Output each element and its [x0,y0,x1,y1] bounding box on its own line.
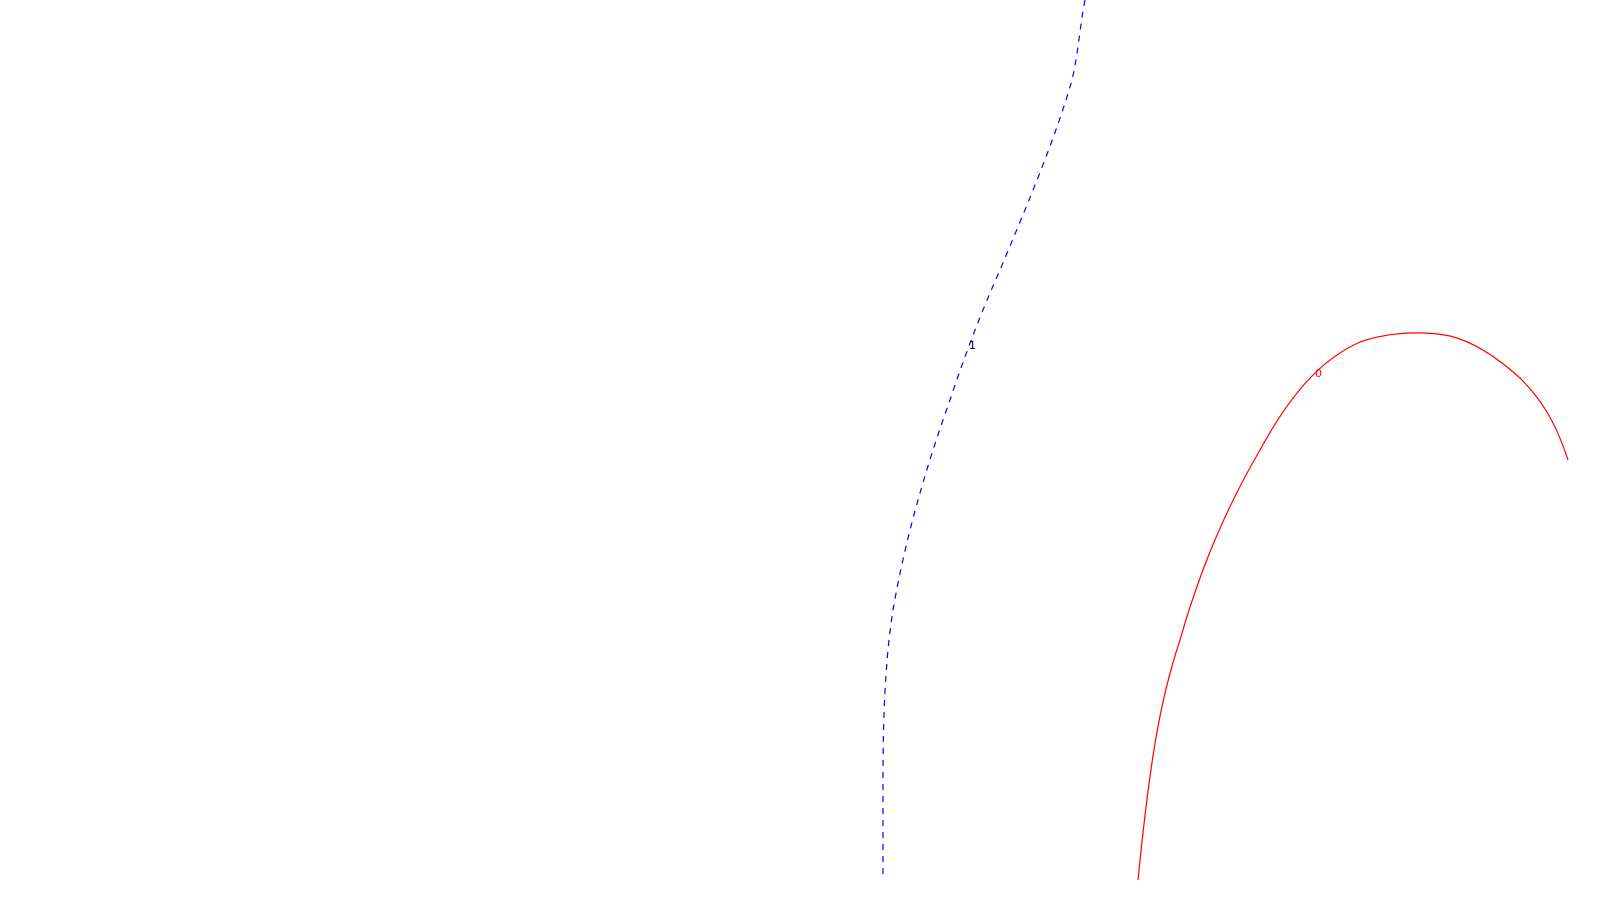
contour-label-level-0: 0 [1315,367,1322,380]
contour-line-level-1 [882,0,1086,875]
contour-label-level-1: 1 [969,339,976,352]
contour-line-level-0 [1137,332,1569,881]
